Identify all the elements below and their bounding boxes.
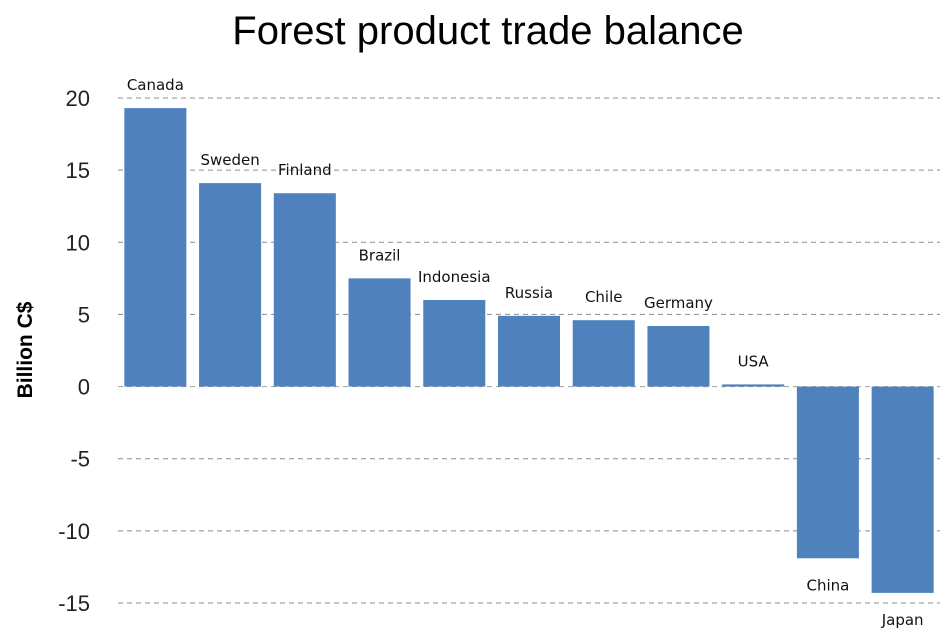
y-tick-label: 5 — [78, 302, 90, 327]
bar-brazil — [348, 278, 411, 387]
category-label-indonesia: Indonesia — [418, 268, 491, 286]
category-label-chile: Chile — [585, 288, 623, 306]
category-label-russia: Russia — [505, 284, 553, 302]
bar-chile — [572, 320, 635, 387]
y-tick-label: -5 — [70, 447, 90, 472]
y-tick-label: 0 — [78, 375, 90, 400]
category-label-finland: Finland — [278, 161, 332, 179]
category-label-sweden: Sweden — [200, 151, 259, 169]
category-label-germany: Germany — [644, 294, 713, 312]
bar-sweden — [199, 183, 262, 387]
bar-indonesia — [423, 300, 486, 387]
y-tick-label: 20 — [66, 86, 90, 111]
bars — [124, 108, 934, 593]
bar-china — [796, 386, 859, 559]
category-labels: Canada Sweden Finland Brazil Indonesia Russia… — [127, 76, 924, 629]
y-tick-label: -15 — [58, 591, 90, 616]
y-axis-ticks: 20 15 10 5 0 -5 -10 -15 — [58, 86, 90, 616]
category-label-canada: Canada — [127, 76, 184, 94]
bar-finland — [273, 193, 336, 387]
y-axis-label: Billion C$ — [14, 301, 37, 398]
y-tick-label: 10 — [66, 230, 90, 255]
category-label-china: China — [806, 576, 849, 594]
bar-germany — [647, 325, 710, 387]
bar-japan — [871, 386, 934, 593]
bar-russia — [497, 315, 561, 387]
y-tick-label: -10 — [58, 519, 90, 544]
bar-canada — [124, 108, 187, 387]
category-label-usa: USA — [738, 352, 770, 370]
chart-title: Forest product trade balance — [232, 9, 743, 53]
category-label-japan: Japan — [881, 611, 924, 629]
y-tick-label: 15 — [66, 158, 90, 183]
category-label-brazil: Brazil — [359, 246, 401, 264]
bar-usa — [722, 384, 785, 387]
